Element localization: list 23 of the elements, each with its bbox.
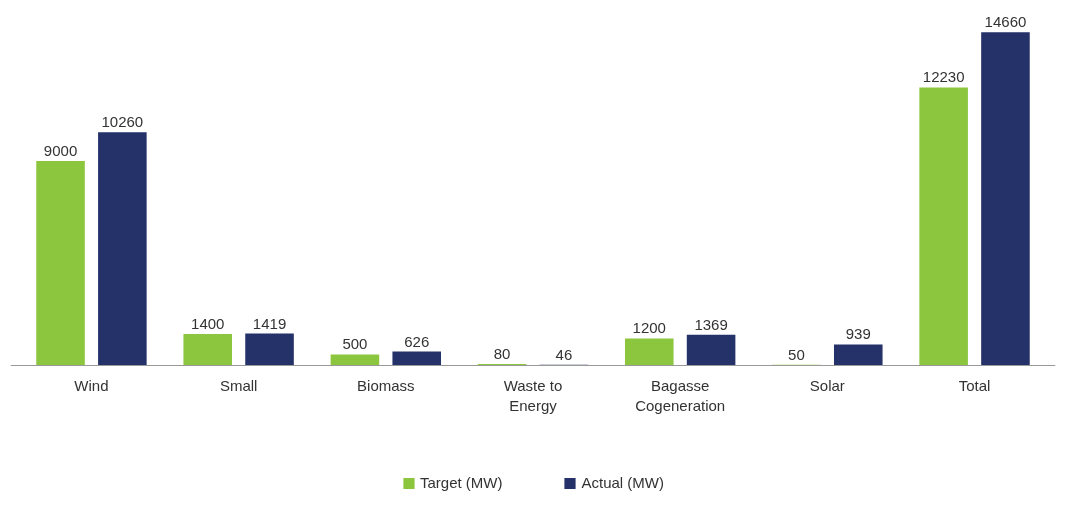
- data-label: 46: [555, 345, 573, 363]
- data-label: 80: [493, 344, 511, 362]
- data-label: 939: [845, 325, 871, 343]
- x-tick-label: Waste to Energy: [503, 376, 563, 415]
- data-label: 14660: [984, 13, 1027, 31]
- data-label: 1419: [252, 314, 287, 332]
- data-label: 12230: [922, 68, 965, 86]
- x-tick-label: Small: [219, 376, 258, 394]
- x-tick-label: Total: [958, 376, 991, 394]
- data-label: 1369: [694, 315, 728, 333]
- data-label: 9000: [43, 141, 78, 159]
- data-label: 626: [404, 332, 430, 350]
- data-label: 10260: [101, 113, 144, 131]
- legend-label: Target (MW): [420, 474, 503, 491]
- x-tick-label: Bagasse Cogeneration: [635, 376, 726, 415]
- data-label: 50: [788, 345, 805, 363]
- x-tick-label: Biomass: [357, 376, 415, 394]
- data-label: 500: [342, 335, 368, 353]
- legend-label: Actual (MW): [581, 474, 664, 491]
- x-tick-label: Solar: [809, 376, 845, 394]
- data-label: 1400: [191, 314, 225, 332]
- data-label: 1200: [632, 319, 666, 337]
- x-tick-label: Wind: [74, 376, 109, 394]
